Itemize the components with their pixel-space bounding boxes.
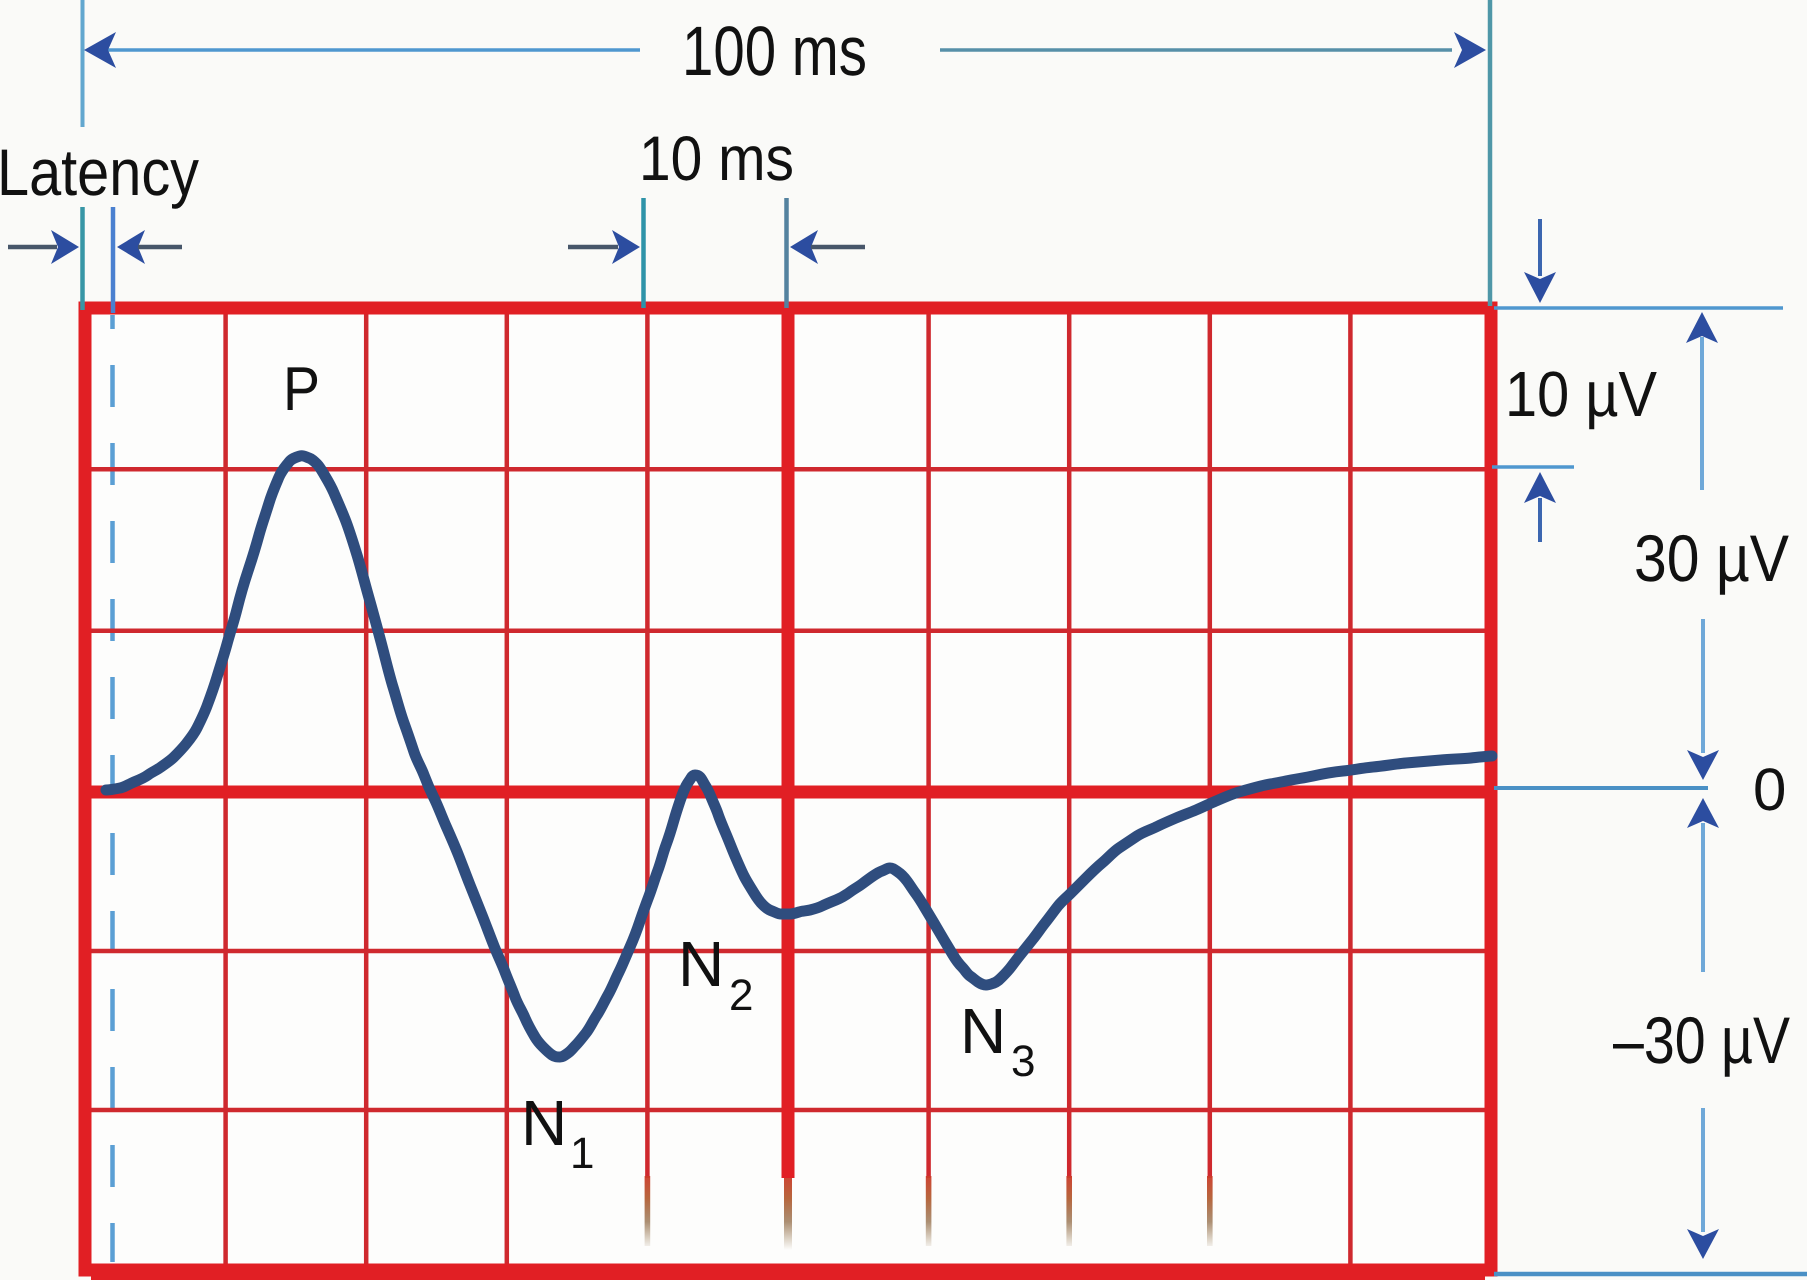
- svg-text:N: N: [678, 928, 724, 1000]
- svg-text:100 ms: 100 ms: [682, 12, 867, 90]
- svg-text:10 ms: 10 ms: [639, 124, 794, 194]
- svg-text:N: N: [521, 1087, 567, 1159]
- svg-text:P: P: [283, 355, 320, 424]
- svg-text:30 µV: 30 µV: [1634, 521, 1789, 595]
- svg-text:0: 0: [1753, 756, 1786, 823]
- svg-text:3: 3: [1011, 1037, 1035, 1086]
- svg-text:10 µV: 10 µV: [1505, 358, 1657, 430]
- svg-text:2: 2: [729, 971, 753, 1020]
- svg-text:Latency: Latency: [0, 135, 199, 209]
- svg-text:–30 µV: –30 µV: [1613, 1003, 1790, 1077]
- svg-text:1: 1: [570, 1129, 594, 1178]
- svg-text:N: N: [960, 995, 1006, 1067]
